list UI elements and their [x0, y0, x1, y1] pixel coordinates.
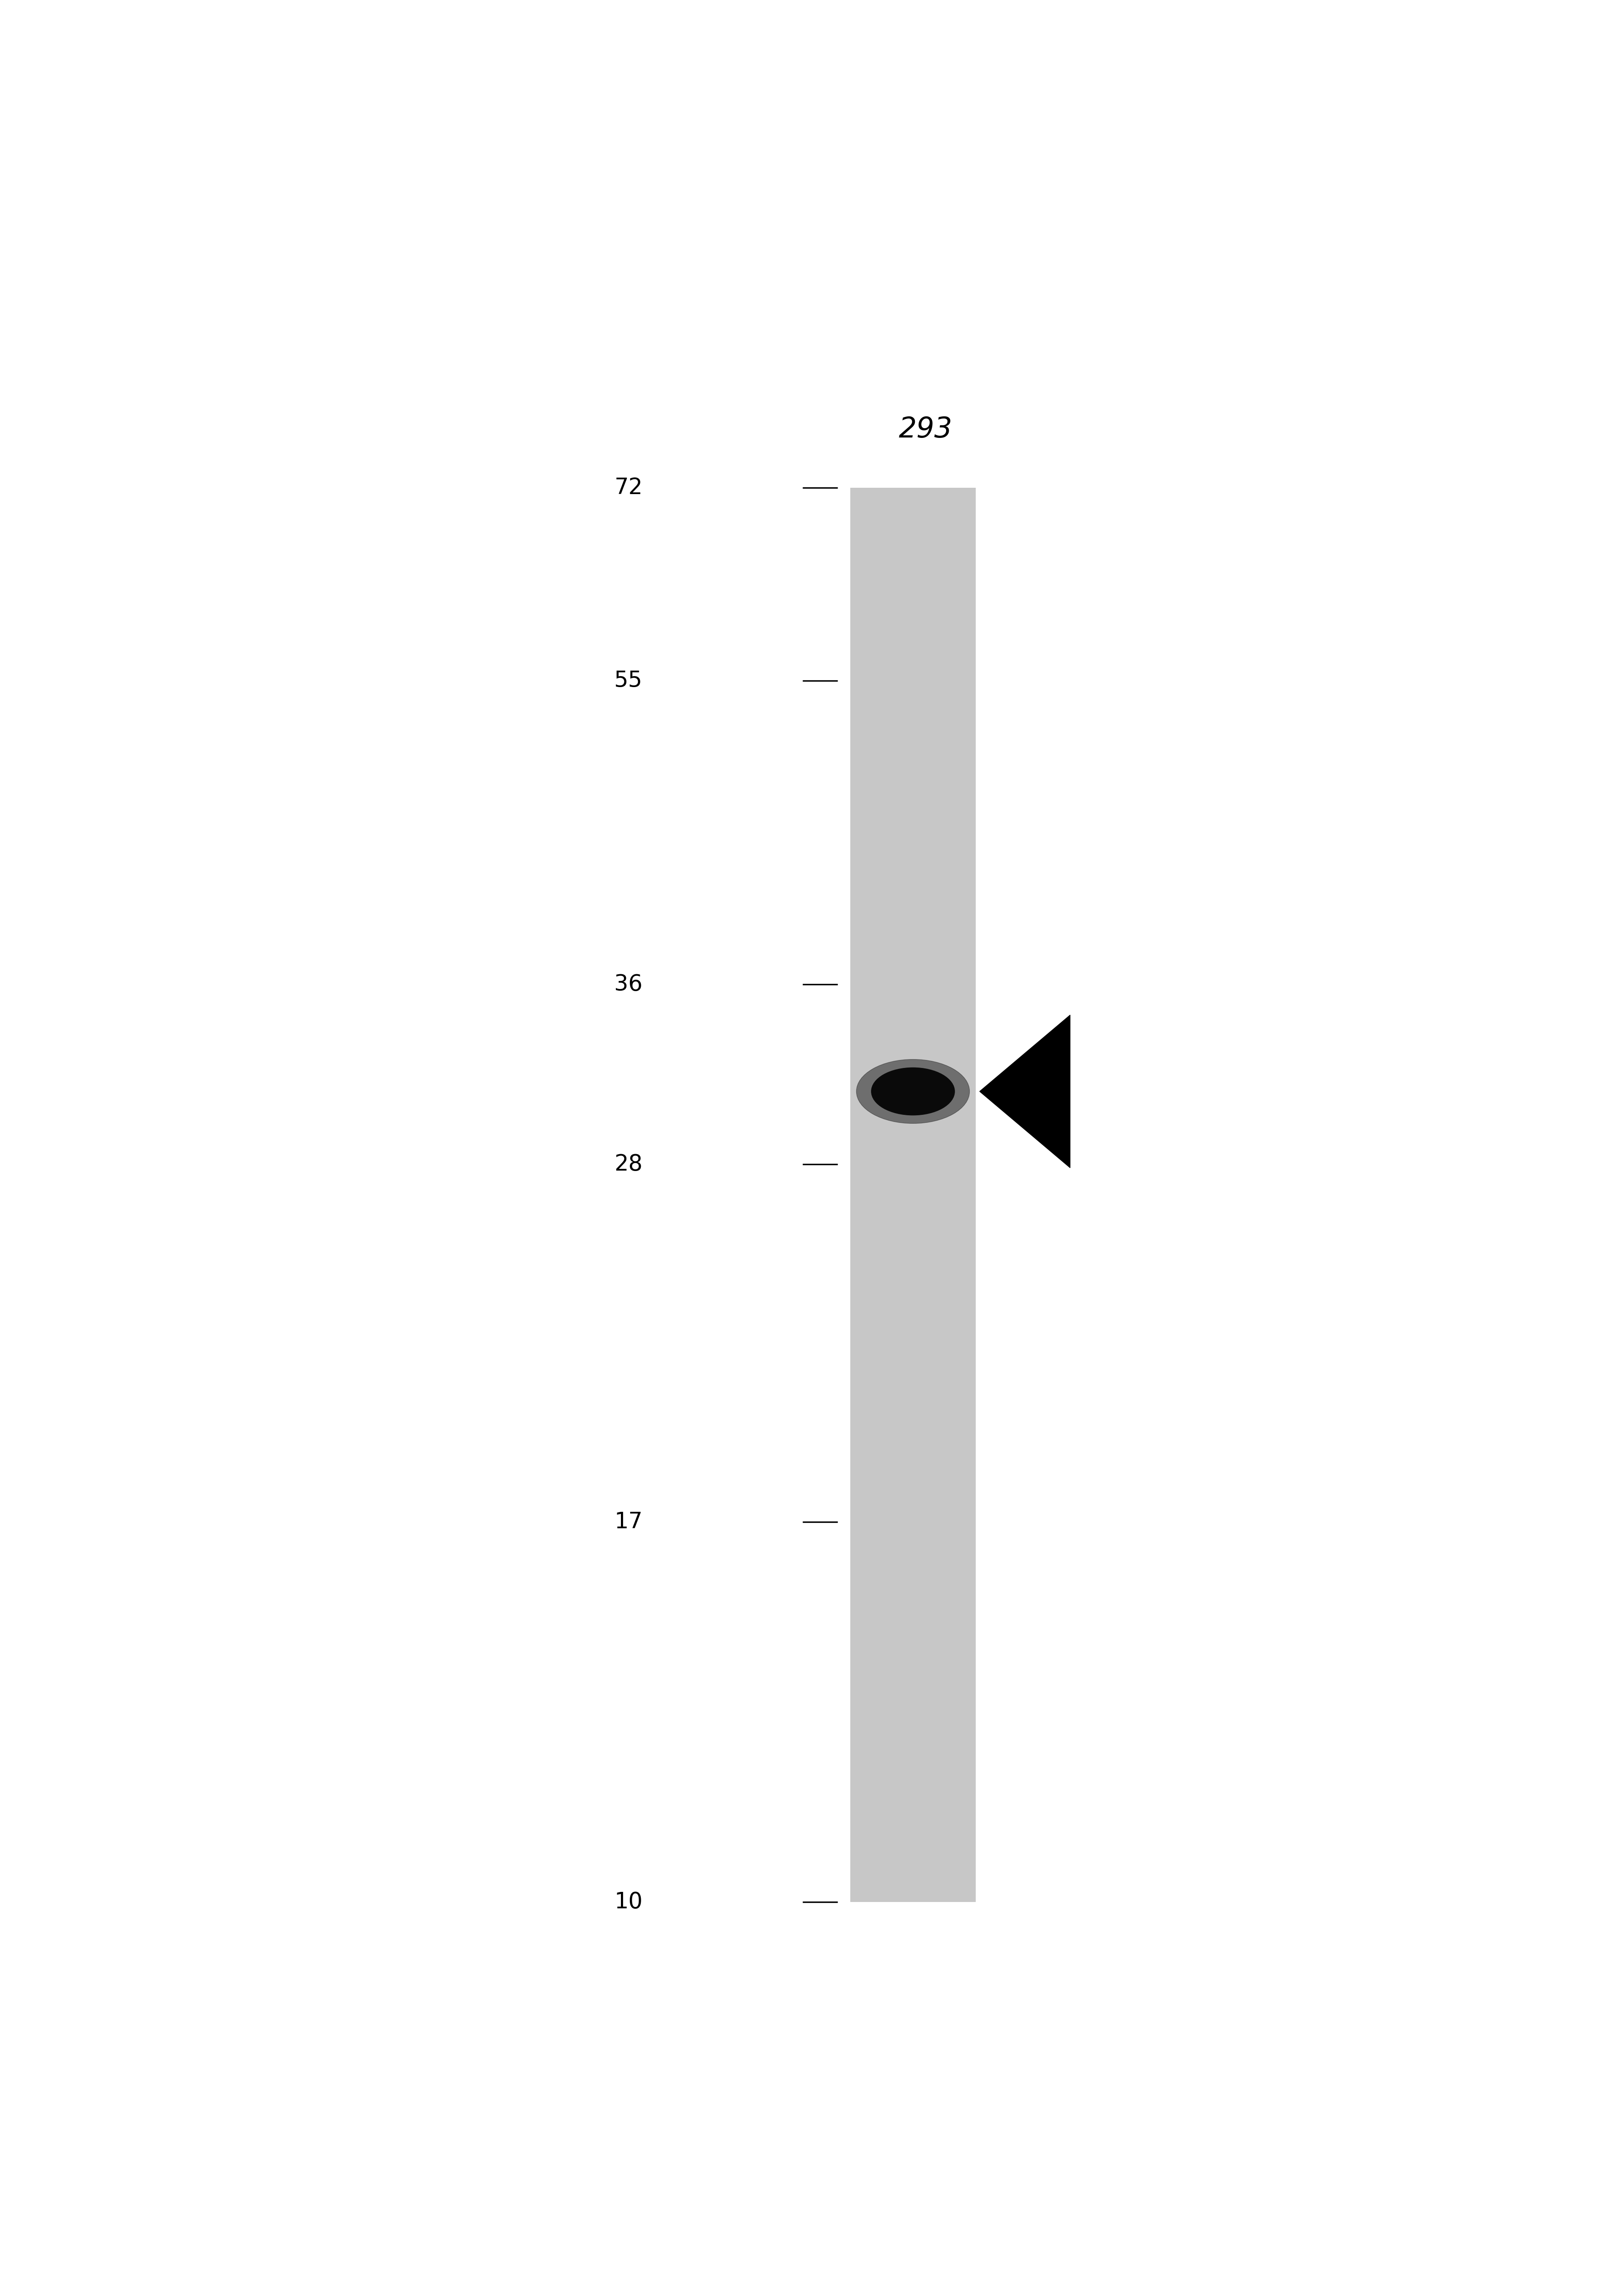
Text: 55: 55: [615, 670, 642, 691]
Ellipse shape: [856, 1058, 970, 1123]
Text: 17: 17: [615, 1511, 642, 1534]
Text: 36: 36: [615, 974, 642, 994]
Polygon shape: [980, 1015, 1071, 1169]
Bar: [850, 487, 976, 1901]
Text: 10: 10: [615, 1892, 642, 1913]
Text: 28: 28: [615, 1153, 642, 1176]
Ellipse shape: [871, 1068, 955, 1116]
Text: 293: 293: [899, 416, 952, 443]
Text: 72: 72: [615, 478, 642, 498]
